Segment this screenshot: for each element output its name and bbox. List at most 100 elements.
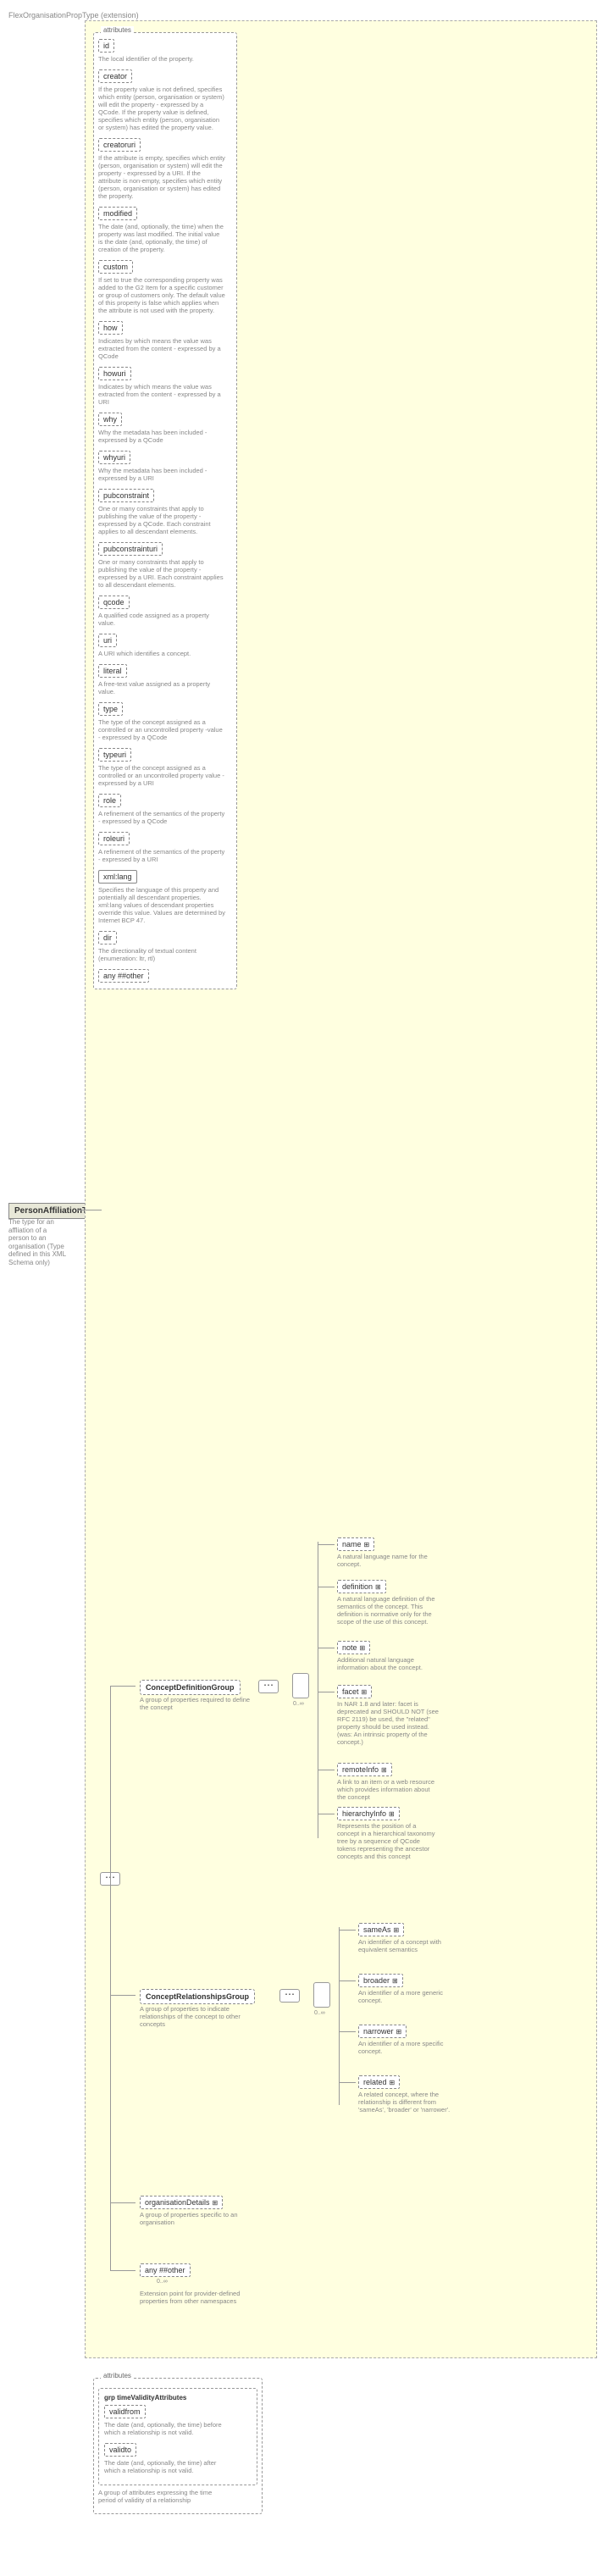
name-element[interactable]: name [337, 1537, 374, 1551]
occurrence-label: 0..∞ [314, 2010, 325, 2016]
sequence-connector [279, 1989, 300, 2003]
modified-attr: modified [98, 207, 137, 220]
any---other-attr: any ##other [98, 969, 149, 983]
facet-element[interactable]: facet [337, 1685, 372, 1698]
narrower-element[interactable]: narrower [358, 2025, 407, 2038]
concept-relationships-desc: A group of properties to indicate relati… [140, 2005, 258, 2028]
attributes-box: attributes idThe local identifier of the… [93, 32, 237, 989]
typeuri-desc: The type of the concept assigned as a co… [98, 764, 225, 787]
choice-connector [292, 1673, 309, 1698]
note-element[interactable]: note [337, 1641, 370, 1654]
whyuri-desc: Why the metadata has been included - exp… [98, 467, 225, 482]
attributes-box-validity: attributes grp timeValidityAttributes va… [93, 2378, 263, 2514]
validto-attr: validto [104, 2443, 136, 2457]
sameas-element[interactable]: sameAs [358, 1923, 404, 1936]
pubconstraint-desc: One or many constraints that apply to pu… [98, 505, 225, 535]
remoteinfo-element[interactable]: remoteInfo [337, 1763, 392, 1776]
time-validity-group-label: grp timeValidityAttributes [104, 2394, 252, 2401]
validfrom-desc: The date (and, optionally, the time) bef… [104, 2421, 231, 2436]
creator-desc: If the property value is not defined, sp… [98, 86, 225, 131]
literal-attr: literal [98, 664, 127, 678]
remoteinfo-desc: A link to an item or a web resource whic… [337, 1778, 439, 1801]
occurrence-label: 0..∞ [293, 1701, 304, 1707]
concept-definition-desc: A group of properties required to define… [140, 1696, 258, 1711]
broader-element[interactable]: broader [358, 1974, 403, 1987]
howuri-desc: Indicates by which means the value was e… [98, 383, 225, 406]
facet-desc: In NAR 1.8 and later: facet is deprecate… [337, 1700, 439, 1746]
dir-desc: The directionality of textual content (e… [98, 947, 225, 962]
sequence-connector [258, 1680, 279, 1693]
roleuri-desc: A refinement of the semantics of the pro… [98, 848, 225, 863]
organisation-details-desc: A group of properties specific to an org… [140, 2211, 258, 2226]
custom-attr: custom [98, 260, 133, 274]
choice-connector [313, 1982, 330, 2008]
pubconstraint-attr: pubconstraint [98, 489, 154, 502]
definition-element[interactable]: definition [337, 1580, 386, 1593]
connector-line [318, 1544, 335, 1545]
concept-relationships-group[interactable]: ConceptRelationshipsGroup [140, 1989, 255, 2004]
note-desc: Additional natural language information … [337, 1656, 439, 1671]
type-attr: type [98, 702, 123, 716]
typeuri-attr: typeuri [98, 748, 131, 762]
hierarchyinfo-element[interactable]: hierarchyInfo [337, 1807, 400, 1820]
id-desc: The local identifier of the property. [98, 55, 225, 63]
time-validity-group: grp timeValidityAttributes validfrom The… [98, 2388, 257, 2485]
creatoruri-desc: If the attribute is empty, specifies whi… [98, 154, 225, 200]
attributes-label: attributes [101, 2372, 134, 2379]
role-desc: A refinement of the semantics of the pro… [98, 810, 225, 825]
literal-desc: A free-text value assigned as a property… [98, 680, 225, 695]
how-attr: how [98, 321, 123, 335]
connector-line [339, 1980, 356, 1981]
extension-label: FlexOrganisationPropType (extension) [8, 11, 139, 19]
broader-desc: An identifier of a more generic concept. [358, 1989, 456, 2004]
qcode-attr: qcode [98, 596, 130, 609]
definition-desc: A natural language definition of the sem… [337, 1595, 439, 1626]
type-desc: The type of the concept assigned as a co… [98, 718, 225, 741]
connector-line [110, 2202, 136, 2203]
creator-attr: creator [98, 69, 132, 83]
uri-attr: uri [98, 634, 117, 647]
xml-lang-desc: Specifies the language of this property … [98, 886, 225, 924]
related-desc: A related concept, where the relationshi… [358, 2091, 456, 2113]
related-element[interactable]: related [358, 2075, 400, 2089]
why-attr: why [98, 413, 122, 426]
connector-line [110, 2270, 136, 2271]
connector-line [339, 2082, 356, 2083]
id-attr: id [98, 39, 114, 53]
connector-line [110, 1995, 136, 1996]
dir-attr: dir [98, 931, 117, 945]
organisation-details-element[interactable]: organisationDetails [140, 2196, 223, 2209]
connector-line [110, 1686, 111, 2270]
pubconstrainturi-desc: One or many constraints that apply to pu… [98, 558, 225, 589]
sameas-desc: An identifier of a concept with equivale… [358, 1938, 456, 1953]
connector-line [339, 1930, 356, 1931]
creatoruri-attr: creatoruri [98, 138, 141, 152]
validto-desc: The date (and, optionally, the time) aft… [104, 2459, 231, 2474]
any-other-element: any ##other [140, 2263, 191, 2277]
custom-desc: If set to true the corresponding propert… [98, 276, 225, 314]
qcode-desc: A qualified code assigned as a property … [98, 612, 225, 627]
why-desc: Why the metadata has been included - exp… [98, 429, 225, 444]
connector-line [339, 1927, 340, 2105]
hierarchyinfo-desc: Represents the position of a concept in … [337, 1822, 439, 1860]
pubconstrainturi-attr: pubconstrainturi [98, 542, 163, 556]
xml-lang-attr: xml:lang [98, 870, 137, 884]
howuri-attr: howuri [98, 367, 131, 380]
any-other-desc: Extension point for provider-defined pro… [140, 2290, 258, 2305]
whyuri-attr: whyuri [98, 451, 130, 464]
concept-definition-group[interactable]: ConceptDefinitionGroup [140, 1680, 241, 1695]
time-validity-group-desc: A group of attributes expressing the tim… [98, 2489, 225, 2504]
attributes-label: attributes [101, 26, 134, 34]
connector-line [339, 2031, 356, 2032]
modified-desc: The date (and, optionally, the time) whe… [98, 223, 225, 253]
role-attr: role [98, 794, 121, 807]
uri-desc: A URI which identifies a concept. [98, 650, 225, 657]
connector-line [110, 1686, 136, 1687]
roleuri-attr: roleuri [98, 832, 130, 845]
occurrence-label: 0..∞ [157, 2279, 168, 2285]
root-desc: The type for an affliation of a person t… [8, 1218, 68, 1267]
how-desc: Indicates by which means the value was e… [98, 337, 225, 360]
validfrom-attr: validfrom [104, 2405, 146, 2418]
name-desc: A natural language name for the concept. [337, 1553, 439, 1568]
narrower-desc: An identifier of a more specific concept… [358, 2040, 456, 2055]
